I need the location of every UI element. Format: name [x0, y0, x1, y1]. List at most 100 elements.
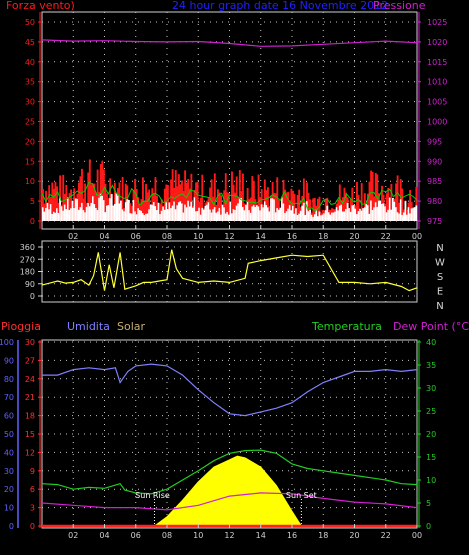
wind-average-bar [318, 211, 321, 221]
wind-average-bar [299, 210, 302, 221]
wind-average-bar [390, 209, 393, 221]
wind-average-bar [209, 209, 212, 221]
wind-average-bar [295, 208, 297, 221]
wind-average-bar [335, 207, 338, 221]
pressure-tick-label: 975 [427, 217, 442, 226]
wind-speed-bar [77, 182, 80, 221]
wind-average-bar [368, 213, 371, 221]
wind-speed-bar [151, 188, 154, 221]
wind-speed-bar [415, 186, 418, 221]
chart-date-title: 24 hour graph date 16 Novembre 2012 [172, 0, 388, 12]
wind-average-bar [190, 201, 193, 221]
wind-average-bar [259, 210, 262, 221]
wind-average-bar [362, 208, 365, 221]
wind-average-bar [404, 201, 407, 221]
wind-average-bar [223, 207, 226, 221]
rain-tick-label: 18 [25, 412, 35, 421]
wind-speed-bar [134, 178, 137, 221]
time-tick-label: 02 [68, 232, 78, 241]
wind-speed-bar [171, 169, 174, 221]
wind-average-bar [237, 203, 240, 221]
wind-average-bar [188, 206, 191, 221]
wind-tick-label: 20 [25, 137, 35, 146]
wind-average-bar [132, 199, 135, 221]
wind-average-bar [220, 214, 222, 221]
wind-average-bar [377, 200, 380, 221]
wind-average-bar [126, 199, 129, 221]
wind-average-bar [313, 214, 316, 221]
wind-average-bar [257, 206, 260, 221]
pressure-axis: 975 980 985 990 995 1000 1005 1010 1015 1020 1025 [417, 12, 447, 229]
wind-direction-series [41, 249, 418, 292]
wind-speed-bar [82, 198, 85, 221]
wind-average-bar [370, 200, 372, 221]
wind-speed-bar [371, 171, 374, 221]
wind-speed-bar [79, 176, 82, 221]
humidity-tick-label: 30 [4, 467, 14, 476]
wind-average-bar [160, 210, 163, 221]
rain-tick-label: 21 [25, 393, 35, 402]
wind-average-bar [96, 210, 99, 221]
wind-average-bar [95, 208, 97, 221]
wind-average-bar [177, 202, 180, 221]
wind-average-bar [168, 202, 171, 221]
wind-average-bar [354, 208, 357, 221]
wind-speed-bar [296, 194, 299, 221]
wind-average-bar [382, 203, 385, 221]
temperature-tick-label: 10 [426, 476, 436, 485]
wind-average-bar [376, 206, 379, 221]
wind-average-bar [174, 209, 177, 221]
wind-average-bar [156, 210, 158, 221]
wind-average-bar [332, 212, 335, 221]
wind-average-bar [224, 213, 227, 221]
wind-average-bar [215, 212, 218, 221]
temperature-line [41, 449, 418, 495]
wind-speed-bar [396, 175, 399, 221]
wind-speed-bar [267, 187, 269, 221]
wind-speed-series [41, 159, 418, 221]
wind-average-bar [84, 212, 87, 221]
wind-speed-bar [209, 187, 212, 221]
wind-average-bar [363, 207, 366, 221]
wind-tick-label: 10 [25, 177, 35, 186]
pressure-tick-label: 1015 [427, 58, 447, 67]
wind-average-bar [302, 202, 305, 221]
wind-speed-bar [337, 199, 340, 221]
wind-average-bar [134, 211, 137, 221]
wind-average-bar [52, 211, 55, 221]
wind-speed-bar [351, 187, 354, 221]
wind-speed-bar [356, 181, 358, 221]
wind-speed-bar [360, 183, 363, 221]
wind-speed-bar [409, 189, 412, 221]
time-tick-label: 22 [381, 531, 391, 540]
wind-average-bar [129, 213, 132, 221]
rain-tick-label: 3 [30, 504, 35, 513]
wind-pressure-time-axis: 02 04 06 08 10 12 14 16 18 20 22 00 [68, 225, 422, 241]
wind-average-bar [292, 205, 294, 221]
time-tick-label: 16 [287, 232, 297, 241]
wind-speed-bar [257, 174, 260, 221]
wind-speed-bar [218, 192, 221, 221]
wind-average-bar [142, 213, 144, 221]
wind-average-bar [54, 212, 57, 221]
wind-average-bar [62, 210, 65, 221]
wind-speed-bar [298, 189, 301, 221]
time-tick-label: 06 [131, 531, 141, 540]
wind-speed-bar [282, 179, 285, 221]
wind-average-bar [356, 214, 358, 221]
wind-speed-bar [93, 183, 96, 221]
wind-average-bar [192, 207, 194, 221]
wind-average-bar [387, 209, 390, 221]
wind-average-bar [107, 204, 110, 221]
wind-average-bar [106, 205, 108, 221]
wind-speed-bar [293, 193, 296, 221]
wind-average-bar [46, 202, 49, 221]
compass-letter: N [436, 301, 443, 312]
wind-speed-bar [213, 173, 216, 221]
wind-speed-bar [374, 172, 377, 221]
wind-average-bar [206, 204, 208, 221]
wind-average-bar [210, 212, 213, 221]
wind-average-bar [374, 202, 377, 221]
wind-speed-bar [87, 172, 90, 221]
wind-average-bar [285, 211, 288, 221]
